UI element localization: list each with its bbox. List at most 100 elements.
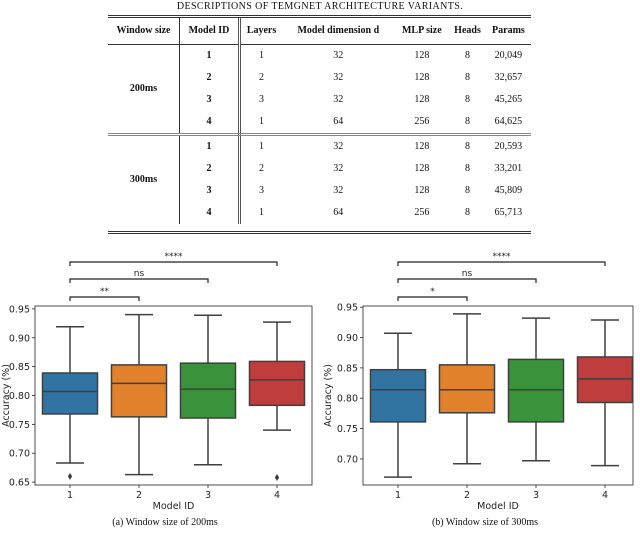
architecture-table: Window size Model ID Layers Model dimens… (108, 15, 531, 234)
params-cell: 45,809 (494, 185, 523, 196)
header-layers: Layers (239, 18, 283, 45)
layers-cell: 2 (259, 72, 265, 83)
params-cell: 20,593 (494, 141, 523, 152)
model-id-cell: 3 (179, 180, 241, 202)
box (41, 372, 99, 415)
mlp-size-cell: 128 (414, 141, 430, 152)
significance-bracket (397, 261, 606, 266)
layers-cell: 1 (259, 207, 265, 218)
table-row: 300ms 1 1 32 128 8 20,593 (108, 134, 531, 224)
params-cell: 45,265 (494, 94, 523, 105)
header-mlp-size: MLP size (394, 18, 450, 45)
table-caption: Descriptions of TEMGNet architecture var… (176, 1, 464, 12)
x-tick-label: 1 (395, 490, 401, 501)
x-axis-label: Model ID (477, 501, 519, 512)
significance-label: ** (100, 287, 110, 297)
y-tick-label: 0.75 (9, 420, 30, 431)
params-cell: 65,713 (494, 207, 523, 218)
header-model-dimension-label: Model dimension d (297, 25, 380, 36)
y-tick-label: 0.70 (9, 449, 30, 460)
significance-label: * (430, 287, 435, 297)
model-dimension-cell: 32 (333, 72, 344, 83)
window-size-cell: 300ms (108, 134, 180, 224)
y-tick-label: 0.65 (9, 478, 30, 489)
table-row: 4 1 64 256 8 65,713 (108, 202, 531, 224)
mlp-size-cell: 128 (414, 50, 430, 61)
table-row: 2 2 32 128 8 33,201 (108, 158, 531, 180)
model-id-cell: 4 (179, 111, 241, 136)
model-dimension-cell: 32 (333, 163, 344, 174)
header-params: Params (485, 18, 531, 45)
table-row: 200ms 1 1 32 128 8 20,049 (108, 44, 531, 136)
boxplot-a: 0.65 0.70 0.75 0.80 0.85 0.90 0.95 1 2 3 4 Model ID… (1, 252, 313, 512)
model-dimension-cell: 32 (333, 185, 344, 196)
table-row: 2 2 32 128 8 32,657 (108, 67, 531, 89)
header-window-size: Window size (108, 18, 180, 45)
caption-b: (b) Window size of 300ms (431, 517, 539, 528)
y-tick-label: 0.95 (9, 304, 30, 315)
layers-cell: 1 (259, 50, 265, 61)
model-id-cell: 2 (179, 158, 241, 180)
x-tick-label: 1 (67, 490, 73, 501)
significance-bracket (69, 261, 278, 266)
x-tick-label: 3 (205, 490, 211, 501)
box (179, 362, 237, 419)
model-dimension-cell: 64 (333, 207, 344, 218)
heads-cell: 8 (465, 72, 470, 83)
model-id-cell: 3 (179, 89, 241, 111)
model-dimension-cell: 64 (282, 111, 395, 136)
mlp-size-cell: 128 (414, 185, 430, 196)
heads-cell: 8 (449, 111, 486, 136)
table-row: 3 3 32 128 8 45,265 (108, 89, 531, 111)
y-tick-label: 0.95 (337, 303, 358, 314)
y-tick-label: 0.80 (9, 391, 30, 402)
y-axis-label: Accuracy (%) (323, 364, 334, 427)
box (369, 368, 427, 423)
model-dimension-cell: 32 (333, 94, 344, 105)
heads-cell: 8 (465, 163, 470, 174)
header-model-id: Model ID (179, 18, 241, 45)
model-id-cell: 2 (179, 67, 241, 89)
significance-label: ns (462, 269, 473, 279)
heads-cell: 8 (465, 50, 470, 61)
mlp-size-cell: 256 (414, 207, 430, 218)
table-row: 4 1 64 256 8 64,625 (108, 111, 531, 136)
model-id-cell: 1 (179, 44, 241, 67)
significance-bracket (69, 296, 140, 301)
y-tick-label: 0.90 (9, 333, 30, 344)
x-tick-label: 4 (274, 490, 280, 501)
x-tick-label: 3 (533, 490, 539, 501)
y-axis-label: Accuracy (%) (1, 364, 12, 427)
model-id-cell: 1 (179, 134, 241, 158)
y-tick-label: 0.70 (337, 454, 358, 465)
header-model-dimension: Model dimension d (282, 18, 395, 45)
layers-cell: 1 (239, 111, 283, 136)
box (576, 356, 634, 404)
params-cell: 32,657 (494, 72, 523, 83)
layers-cell: 3 (259, 94, 265, 105)
box (248, 360, 306, 407)
x-axis-label: Model ID (153, 501, 195, 512)
layers-cell: 2 (259, 163, 265, 174)
caption-a: (a) Window size of 200ms (112, 517, 218, 528)
layers-cell: 3 (259, 185, 265, 196)
box (507, 358, 565, 423)
model-id-cell: 4 (179, 202, 241, 224)
significance-label: ns (134, 269, 145, 279)
layers-cell: 1 (259, 141, 265, 152)
params-cell: 33,201 (494, 163, 523, 174)
table-header-row: Window size Model ID Layers Model dimens… (108, 18, 531, 45)
mlp-size-cell: 128 (414, 72, 430, 83)
significance-bracket (397, 278, 537, 283)
y-tick-label: 0.90 (337, 333, 358, 344)
y-tick-label: 0.80 (337, 394, 358, 405)
heads-cell: 8 (465, 207, 470, 218)
heads-cell: 8 (465, 141, 470, 152)
header-heads: Heads (449, 18, 486, 45)
outlier-point (274, 473, 280, 481)
params-cell: 64,625 (485, 111, 531, 136)
significance-label: **** (493, 252, 512, 262)
y-tick-label: 0.85 (9, 362, 30, 373)
